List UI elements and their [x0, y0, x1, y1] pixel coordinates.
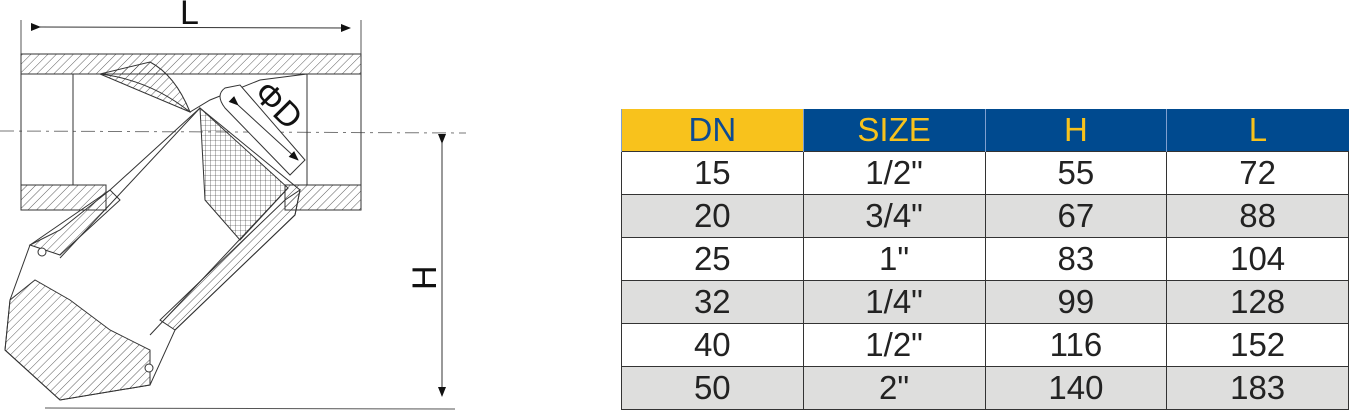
- table-row: 15 1/2" 55 72: [621, 151, 1349, 195]
- table-row: 20 3/4" 67 88: [621, 194, 1349, 238]
- table-header-row: DN SIZE H L: [621, 109, 1349, 152]
- column-header-size: SIZE: [802, 109, 986, 152]
- cell-dn: 50: [621, 366, 804, 410]
- valve-body: [4, 53, 362, 401]
- cell-size: 2": [802, 366, 986, 410]
- cell-size: 1/2": [802, 151, 986, 195]
- cell-h: 83: [984, 237, 1168, 281]
- cell-size: 1/4": [802, 280, 986, 324]
- cell-h: 67: [984, 194, 1168, 238]
- cell-l: 72: [1166, 151, 1349, 195]
- cell-l: 88: [1166, 194, 1349, 238]
- cell-h: 116: [984, 323, 1168, 367]
- height-label: H: [406, 265, 444, 290]
- cell-dn: 20: [621, 194, 804, 238]
- column-header-h: H: [984, 109, 1167, 152]
- y-strainer-section-drawing: L ΦD H: [0, 0, 467, 410]
- length-label: L: [180, 0, 199, 32]
- length-dimension: L: [20, 0, 362, 54]
- cell-l: 128: [1166, 280, 1349, 324]
- dimension-table: DN SIZE H L 15 1/2" 55 72 20 3/4" 67 88 25 1" 83 10…: [621, 109, 1349, 410]
- cell-size: 1/2": [802, 323, 986, 367]
- table-row: 32 1/4" 99 128: [621, 280, 1349, 324]
- table-row: 40 1/2" 116 152: [621, 323, 1349, 367]
- cell-dn: 32: [621, 280, 804, 324]
- cell-l: 152: [1166, 323, 1349, 367]
- column-header-dn: DN: [621, 109, 804, 152]
- centerline: [0, 130, 467, 134]
- cell-size: 1": [802, 237, 986, 281]
- table-row: 50 2" 140 183: [621, 366, 1349, 410]
- cell-size: 3/4": [802, 194, 986, 238]
- column-header-l: L: [1166, 109, 1349, 152]
- cell-dn: 25: [621, 237, 804, 281]
- cell-h: 55: [984, 151, 1168, 195]
- cell-l: 183: [1166, 366, 1349, 410]
- cell-dn: 15: [621, 151, 804, 195]
- cell-h: 140: [984, 366, 1168, 410]
- cell-l: 104: [1166, 237, 1349, 281]
- cell-h: 99: [984, 280, 1168, 324]
- table-row: 25 1" 83 104: [621, 237, 1349, 281]
- cell-dn: 40: [621, 323, 804, 367]
- height-dimension: H: [44, 134, 456, 410]
